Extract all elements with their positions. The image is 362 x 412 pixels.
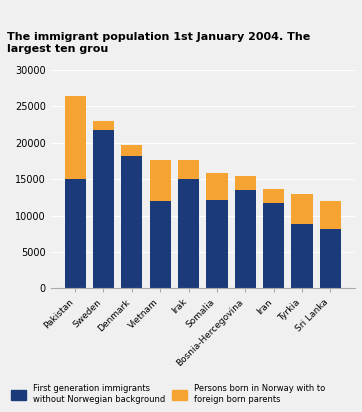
Bar <box>235 190 256 288</box>
Bar <box>235 176 256 190</box>
Legend: First generation immigrants
without Norwegian background, Persons born in Norway: First generation immigrants without Norw… <box>12 384 325 404</box>
Bar <box>93 121 114 130</box>
Bar <box>93 130 114 288</box>
Bar <box>206 199 228 288</box>
Bar <box>320 229 341 288</box>
Bar <box>64 179 86 288</box>
Text: The immigrant population 1st January 2004. The
largest ten grou: The immigrant population 1st January 200… <box>7 32 311 54</box>
Bar <box>150 201 171 288</box>
Bar <box>64 96 86 179</box>
Bar <box>150 159 171 201</box>
Bar <box>320 201 341 229</box>
Bar <box>206 173 228 199</box>
Bar <box>178 160 199 179</box>
Bar <box>263 189 284 203</box>
Bar <box>178 179 199 288</box>
Bar <box>263 203 284 288</box>
Bar <box>291 224 312 288</box>
Bar <box>121 145 143 156</box>
Bar <box>291 194 312 224</box>
Bar <box>121 156 143 288</box>
